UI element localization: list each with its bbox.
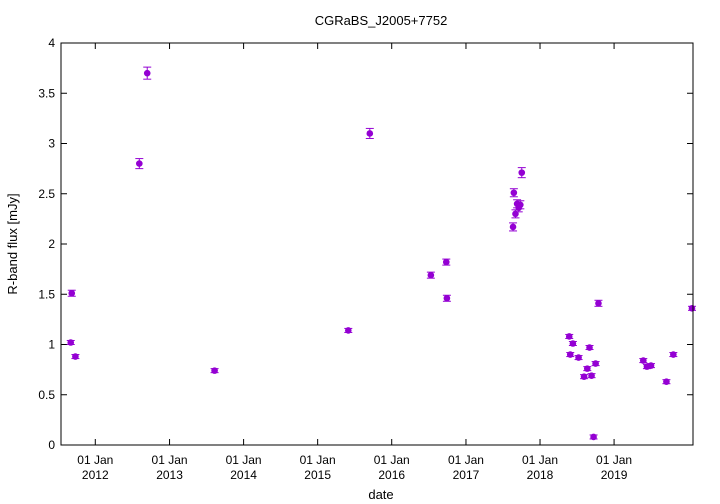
data-point	[143, 69, 151, 77]
x-tick-label-date: 01 Jan	[448, 453, 484, 467]
data-point	[639, 357, 647, 364]
data-point	[663, 378, 670, 385]
data-point	[569, 340, 577, 347]
plot-frame	[60, 42, 694, 446]
data-point	[72, 353, 79, 360]
x-tick-label-year: 2018	[527, 468, 554, 482]
x-tick-label-year: 2017	[453, 468, 480, 482]
x-tick-label-date: 01 Jan	[152, 453, 188, 467]
x-axis-label: date	[368, 487, 393, 502]
x-tick-label-year: 2013	[156, 468, 183, 482]
x-tick-label-date: 01 Jan	[226, 453, 262, 467]
x-tick-label-year: 2012	[82, 468, 109, 482]
y-tick-label: 3.5	[38, 86, 55, 100]
data-point	[136, 160, 143, 167]
data-point	[688, 305, 696, 312]
data-point	[575, 354, 582, 361]
data-point	[427, 271, 435, 279]
x-tick-label-date: 01 Jan	[374, 453, 410, 467]
data-point	[590, 433, 597, 441]
y-tick-label: 1.5	[38, 287, 55, 301]
y-tick-label: 0	[48, 438, 55, 452]
y-axis-label: R-band flux [mJy]	[5, 193, 20, 294]
data-point	[565, 333, 573, 340]
data-point	[510, 189, 518, 197]
data-point	[566, 351, 574, 358]
data-point	[592, 360, 599, 367]
data-point	[442, 258, 450, 266]
x-tick-label-date: 01 Jan	[300, 453, 336, 467]
x-tick-label-year: 2014	[230, 468, 257, 482]
data-point	[580, 373, 588, 380]
x-tick-label-date: 01 Jan	[596, 453, 632, 467]
points-layer	[66, 66, 696, 441]
data-point	[647, 362, 655, 369]
data-point	[366, 130, 374, 137]
y-tick-label: 0.5	[38, 388, 55, 402]
data-point	[518, 169, 526, 176]
y-tick-label: 2	[48, 237, 55, 251]
y-tick-label: 1	[48, 338, 55, 352]
data-point	[588, 372, 595, 379]
data-point	[443, 294, 451, 302]
data-point	[595, 299, 602, 307]
data-point	[344, 327, 352, 334]
y-tick-label: 3	[48, 137, 55, 151]
data-point	[586, 344, 593, 351]
chart-title: CGRaBS_J2005+7752	[315, 13, 448, 28]
y-tick-label: 4	[48, 36, 55, 50]
x-tick-label-year: 2019	[601, 468, 628, 482]
data-point	[583, 365, 591, 372]
y-tick-label: 2.5	[38, 187, 55, 201]
data-point	[670, 351, 677, 358]
data-point	[211, 367, 218, 374]
data-point	[517, 201, 524, 209]
x-tick-label-year: 2016	[378, 468, 405, 482]
data-point	[67, 339, 75, 346]
x-tick-label-date: 01 Jan	[77, 453, 113, 467]
data-point	[509, 223, 517, 231]
x-tick-label-date: 01 Jan	[522, 453, 558, 467]
data-point	[68, 289, 76, 297]
x-tick-label-year: 2015	[304, 468, 331, 482]
